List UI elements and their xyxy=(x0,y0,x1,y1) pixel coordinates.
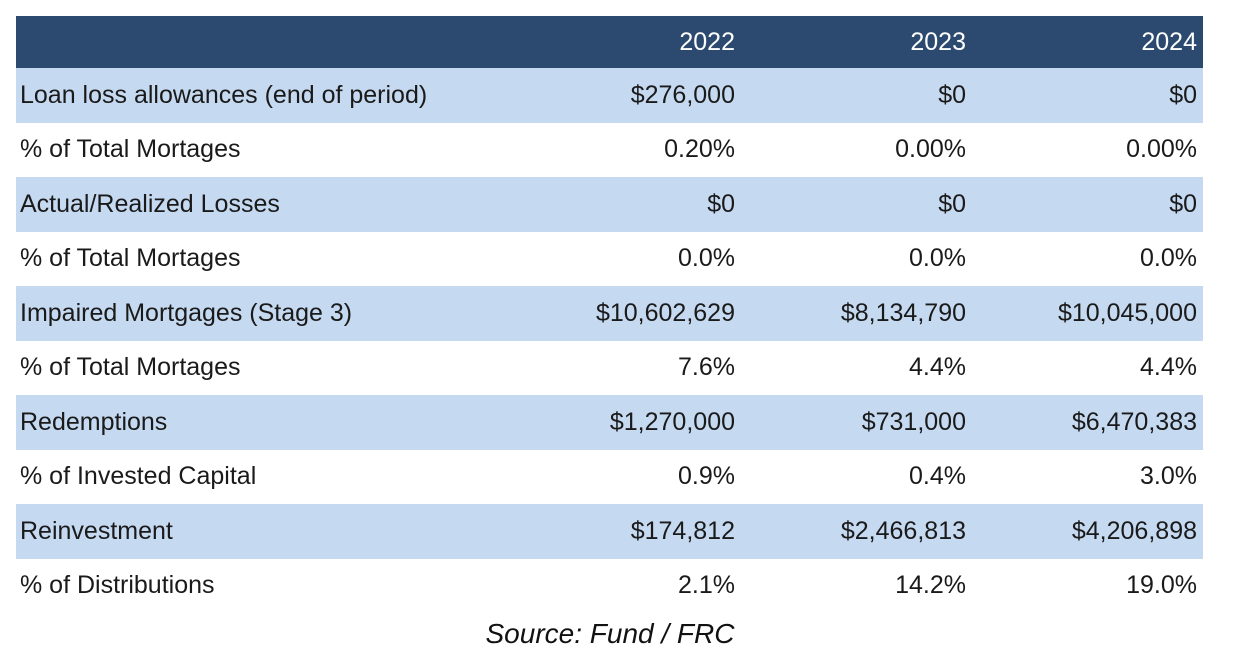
row-value-2023: $8,134,790 xyxy=(840,298,966,327)
row-value-2023: 0.0% xyxy=(909,244,966,273)
row-value-2024: 0.0% xyxy=(1140,244,1197,273)
row-value-2024: 4.4% xyxy=(1140,353,1197,382)
row-value-2022: $174,812 xyxy=(630,516,735,545)
table-row: Reinvestment $174,812 $2,466,813 $4,206,898 xyxy=(16,504,1203,559)
table-row: Actual/Realized Losses $0 $0 $0 xyxy=(16,177,1203,232)
table-row: % of Invested Capital 0.9% 0.4% 3.0% xyxy=(16,450,1203,505)
row-value-2022: $1,270,000 xyxy=(609,407,735,436)
table-row: Redemptions $1,270,000 $731,000 $6,470,383 xyxy=(16,395,1203,450)
header-year-2024: 2024 xyxy=(1141,27,1197,56)
row-value-2022: 7.6% xyxy=(678,353,735,382)
data-table-container: 2022 2023 2024 Loan loss allowances (end… xyxy=(16,16,1203,613)
source-note: Source: Fund / FRC xyxy=(485,618,735,649)
loan-metrics-table: 2022 2023 2024 Loan loss allowances (end… xyxy=(16,16,1203,613)
row-value-2024: $0 xyxy=(1169,80,1197,109)
table-header: 2022 2023 2024 xyxy=(16,16,1203,68)
row-label: Loan loss allowances (end of period) xyxy=(20,80,428,109)
row-value-2022: 0.20% xyxy=(664,135,735,164)
row-value-2023: $0 xyxy=(938,189,966,218)
table-row: % of Distributions 2.1% 14.2% 19.0% xyxy=(16,559,1203,614)
table-row: Loan loss allowances (end of period) $276… xyxy=(16,68,1203,123)
row-value-2023: $731,000 xyxy=(861,407,966,436)
row-value-2023: 0.4% xyxy=(909,462,966,491)
row-value-2023: 4.4% xyxy=(909,353,966,382)
row-value-2022: $0 xyxy=(707,189,735,218)
header-label-cell xyxy=(16,16,581,68)
row-label: % of Total Mortages xyxy=(20,244,241,273)
row-value-2022: 0.0% xyxy=(678,244,735,273)
row-label: % of Invested Capital xyxy=(20,462,257,491)
row-value-2022: 2.1% xyxy=(678,571,735,600)
row-value-2023: 14.2% xyxy=(895,571,966,600)
row-value-2023: $2,466,813 xyxy=(840,516,966,545)
header-year-2022: 2022 xyxy=(679,27,735,56)
row-value-2024: 19.0% xyxy=(1126,571,1197,600)
row-label: Actual/Realized Losses xyxy=(20,189,280,218)
header-row: 2022 2023 2024 xyxy=(16,16,1203,68)
row-value-2024: $0 xyxy=(1169,189,1197,218)
row-value-2023: $0 xyxy=(938,80,966,109)
row-label: Reinvestment xyxy=(20,516,173,545)
header-year-2023: 2023 xyxy=(910,27,966,56)
row-value-2024: $6,470,383 xyxy=(1071,407,1197,436)
row-value-2024: $4,206,898 xyxy=(1071,516,1197,545)
table-row: % of Total Mortages 7.6% 4.4% 4.4% xyxy=(16,341,1203,396)
table-row: Impaired Mortgages (Stage 3) $10,602,629 $… xyxy=(16,286,1203,341)
table-row: % of Total Mortages 0.20% 0.00% 0.00% xyxy=(16,123,1203,178)
table-body: Loan loss allowances (end of period) $276… xyxy=(16,68,1203,613)
row-value-2023: 0.00% xyxy=(895,135,966,164)
row-label: % of Total Mortages xyxy=(20,353,241,382)
row-value-2022: 0.9% xyxy=(678,462,735,491)
row-label: Redemptions xyxy=(20,407,168,436)
row-value-2022: $10,602,629 xyxy=(595,298,735,327)
row-value-2024: $10,045,000 xyxy=(1057,298,1197,327)
row-label: % of Distributions xyxy=(20,571,215,600)
row-value-2024: 0.00% xyxy=(1126,135,1197,164)
row-label: Impaired Mortgages (Stage 3) xyxy=(20,298,353,327)
row-value-2024: 3.0% xyxy=(1140,462,1197,491)
row-value-2022: $276,000 xyxy=(630,80,735,109)
table-row: % of Total Mortages 0.0% 0.0% 0.0% xyxy=(16,232,1203,287)
row-label: % of Total Mortages xyxy=(20,135,241,164)
